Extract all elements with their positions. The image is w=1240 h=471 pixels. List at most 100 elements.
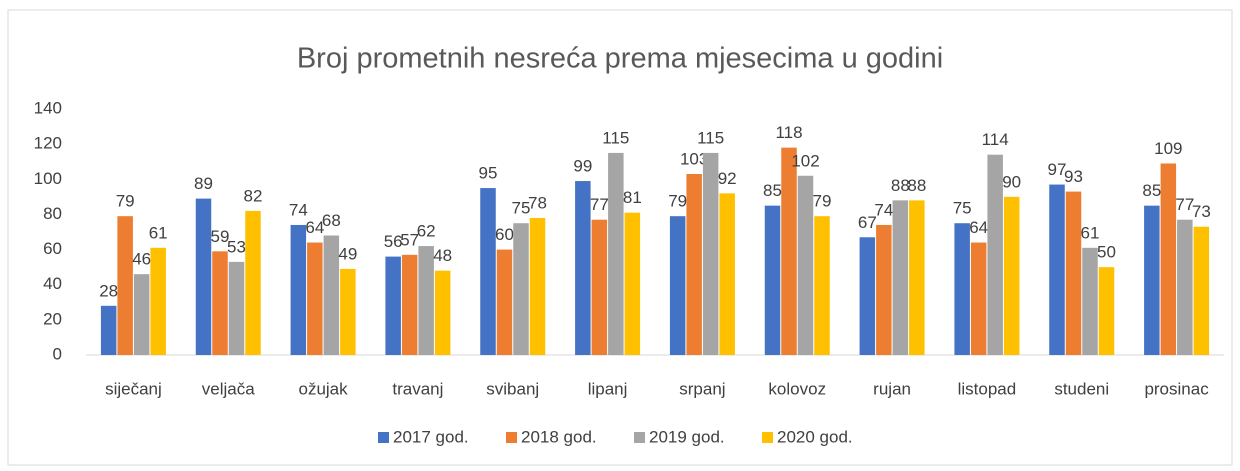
data-label: 79 (813, 192, 832, 211)
y-tick-label: 40 (43, 274, 62, 293)
bar (195, 198, 212, 355)
legend-swatch (634, 432, 645, 443)
bar (892, 200, 909, 355)
bar (987, 154, 1003, 355)
y-tick-label: 60 (43, 239, 62, 258)
bar (385, 256, 401, 355)
y-tick-label: 140 (34, 98, 62, 117)
legend-swatch (506, 432, 517, 443)
y-tick-label: 0 (53, 344, 62, 363)
bar (1193, 226, 1210, 355)
data-label: 62 (417, 222, 436, 241)
data-label: 53 (227, 237, 246, 256)
bar (686, 174, 702, 355)
data-label: 103 (680, 149, 708, 168)
bar (669, 216, 686, 355)
bar (624, 212, 641, 355)
x-tick-label: studeni (1054, 379, 1109, 398)
data-label: 115 (602, 128, 629, 147)
data-label: 93 (1064, 167, 1083, 186)
data-label: 88 (907, 176, 926, 195)
data-label: 46 (132, 250, 151, 269)
bar (480, 188, 496, 355)
bar (100, 305, 117, 355)
data-label: 68 (322, 211, 341, 230)
x-tick-label: veljača (202, 379, 255, 398)
x-tick-label: prosinac (1144, 379, 1209, 398)
data-label: 79 (668, 192, 687, 211)
data-label: 75 (512, 199, 531, 218)
data-label: 60 (495, 225, 514, 244)
bar (719, 193, 735, 355)
bar (1144, 205, 1160, 355)
data-label: 75 (953, 199, 972, 218)
bar (954, 223, 970, 355)
chart-title: Broj prometnih nesreća prema mjesecima u… (297, 43, 943, 75)
bar (1177, 219, 1193, 355)
data-label: 97 (1048, 160, 1067, 179)
x-tick-label: srpanj (679, 379, 725, 398)
bar (876, 224, 892, 355)
bar (859, 237, 876, 355)
data-label: 88 (891, 176, 910, 195)
x-tick-label: siječanj (105, 379, 162, 398)
data-label: 73 (1192, 202, 1211, 221)
data-label: 115 (697, 128, 724, 147)
data-label: 28 (99, 281, 118, 300)
data-label: 114 (982, 130, 1009, 149)
data-label: 99 (573, 157, 592, 176)
bar (513, 223, 529, 355)
data-label: 64 (969, 218, 988, 237)
bar (529, 217, 546, 355)
data-label: 89 (194, 174, 213, 193)
bar (323, 235, 340, 355)
x-tick-label: lipanj (588, 379, 628, 398)
legend-label: 2017 god. (393, 427, 469, 446)
legend-label: 2018 god. (521, 427, 597, 446)
bar (814, 216, 830, 355)
bar (970, 242, 987, 355)
y-tick-label: 20 (43, 309, 62, 328)
legend-label: 2019 god. (649, 427, 725, 446)
data-label: 85 (1142, 181, 1161, 200)
bar (290, 224, 307, 355)
y-tick-label: 80 (43, 204, 62, 223)
data-label: 77 (1175, 195, 1194, 214)
bar (133, 274, 150, 355)
bar (228, 261, 245, 355)
x-tick-label: kolovoz (768, 379, 826, 398)
data-label: 78 (528, 193, 547, 212)
bar (702, 152, 719, 355)
data-label: 74 (289, 200, 308, 219)
data-label: 77 (590, 195, 609, 214)
bar (764, 205, 781, 355)
bar (307, 242, 323, 355)
data-label: 64 (305, 218, 324, 237)
data-label: 102 (791, 151, 819, 170)
data-label: 81 (623, 188, 642, 207)
bar (434, 270, 451, 355)
y-tick-label: 100 (34, 169, 62, 188)
data-label: 90 (1002, 172, 1021, 191)
bar (496, 249, 513, 355)
bar (1082, 247, 1098, 355)
bar (797, 175, 814, 355)
bar (212, 251, 228, 355)
data-label: 67 (858, 213, 877, 232)
data-label: 118 (775, 123, 802, 142)
data-label: 95 (479, 164, 498, 183)
bar (575, 181, 591, 355)
data-label: 74 (874, 200, 893, 219)
bar (781, 147, 797, 355)
bar (1160, 163, 1177, 355)
data-label: 85 (763, 181, 782, 200)
data-label: 61 (149, 223, 168, 242)
data-label: 59 (211, 227, 230, 246)
bar (340, 268, 356, 355)
bar (245, 210, 261, 355)
data-label: 56 (384, 232, 403, 251)
data-label: 48 (433, 246, 452, 265)
data-label: 92 (718, 169, 737, 188)
x-tick-label: ožujak (299, 379, 349, 398)
